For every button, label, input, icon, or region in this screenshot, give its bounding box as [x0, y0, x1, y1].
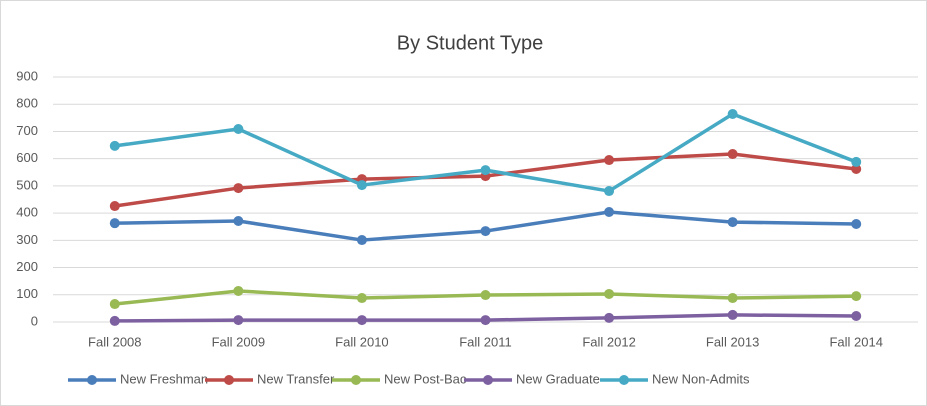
data-point	[604, 312, 615, 323]
data-point	[233, 315, 244, 326]
data-point	[480, 290, 491, 301]
legend-label: New Transfer	[257, 371, 335, 386]
legend-label: New Non-Admits	[652, 371, 750, 386]
data-point	[851, 156, 862, 167]
data-point	[356, 315, 367, 326]
x-tick-label: Fall 2011	[459, 334, 512, 349]
data-point	[233, 183, 244, 194]
legend-marker	[351, 375, 361, 385]
data-point	[851, 291, 862, 302]
data-point	[109, 315, 120, 326]
data-point	[727, 149, 738, 160]
data-point	[604, 155, 615, 166]
data-point	[604, 288, 615, 299]
data-point	[727, 217, 738, 228]
data-point	[356, 235, 367, 246]
x-tick-label: Fall 2013	[706, 334, 759, 349]
data-point	[851, 311, 862, 322]
data-point	[480, 165, 491, 176]
data-point	[480, 315, 491, 326]
legend-marker	[483, 375, 493, 385]
x-tick-label: Fall 2014	[829, 334, 882, 349]
legend-label: New Graduate	[516, 371, 600, 386]
data-point	[233, 285, 244, 296]
data-point	[727, 293, 738, 304]
data-point	[233, 123, 244, 134]
y-tick-label: 500	[16, 177, 38, 192]
data-point	[233, 216, 244, 227]
legend-marker	[619, 375, 629, 385]
x-tick-label: Fall 2012	[582, 334, 635, 349]
legend-marker	[224, 375, 234, 385]
y-tick-label: 300	[16, 232, 38, 247]
y-tick-label: 700	[16, 123, 38, 138]
data-point	[109, 201, 120, 212]
data-point	[604, 186, 615, 197]
x-tick-label: Fall 2010	[335, 334, 388, 349]
data-point	[356, 180, 367, 191]
chart-title: By Student Type	[397, 32, 543, 54]
data-point	[109, 299, 120, 310]
y-tick-label: 400	[16, 205, 38, 220]
y-tick-label: 800	[16, 96, 38, 111]
x-tick-label: Fall 2009	[212, 334, 265, 349]
legend-marker	[87, 375, 97, 385]
data-point	[851, 164, 862, 175]
data-point	[109, 218, 120, 229]
legend-label: New Freshman	[120, 371, 208, 386]
data-point	[727, 109, 738, 120]
data-point	[604, 207, 615, 218]
y-tick-label: 0	[31, 313, 38, 328]
data-point	[480, 226, 491, 237]
y-tick-label: 900	[16, 68, 38, 83]
legend-label: New Post-Bac	[384, 371, 467, 386]
data-point	[356, 293, 367, 304]
data-point	[851, 219, 862, 229]
y-tick-label: 200	[16, 259, 38, 274]
data-point	[109, 140, 120, 151]
data-point	[727, 309, 738, 320]
y-tick-label: 600	[16, 150, 38, 165]
y-tick-label: 100	[16, 286, 38, 301]
x-tick-label: Fall 2008	[88, 334, 141, 349]
